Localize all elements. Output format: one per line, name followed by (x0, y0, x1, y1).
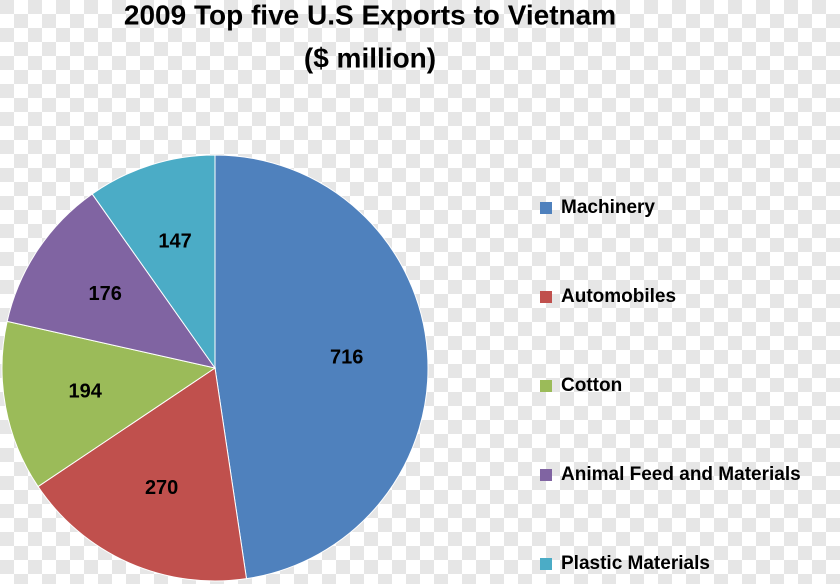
chart-title: 2009 Top five U.S Exports to Vietnam (124, 0, 616, 30)
legend-swatch (540, 202, 552, 214)
pie-slice (37, 367, 248, 582)
data-label: 716 (330, 346, 363, 368)
legend-label: Cotton (561, 375, 622, 396)
pie-slice (6, 193, 217, 369)
legend-label: Automobiles (561, 286, 676, 307)
legend-label: Machinery (561, 197, 655, 218)
data-label: 270 (145, 477, 178, 499)
legend-swatch (540, 291, 552, 303)
legend-swatch (540, 380, 552, 392)
data-label: 176 (88, 283, 121, 305)
data-label: 194 (69, 381, 103, 403)
pie-slice (214, 154, 429, 580)
legend-swatch (540, 469, 552, 481)
pie-slice (1, 320, 217, 488)
pie-slice (91, 154, 216, 370)
chart-subtitle: ($ million) (304, 42, 436, 73)
data-label: 147 (158, 230, 191, 252)
legend-label: Animal Feed and Materials (561, 464, 801, 485)
legend-label: Plastic Materials (561, 553, 710, 574)
legend-swatch (540, 558, 552, 570)
